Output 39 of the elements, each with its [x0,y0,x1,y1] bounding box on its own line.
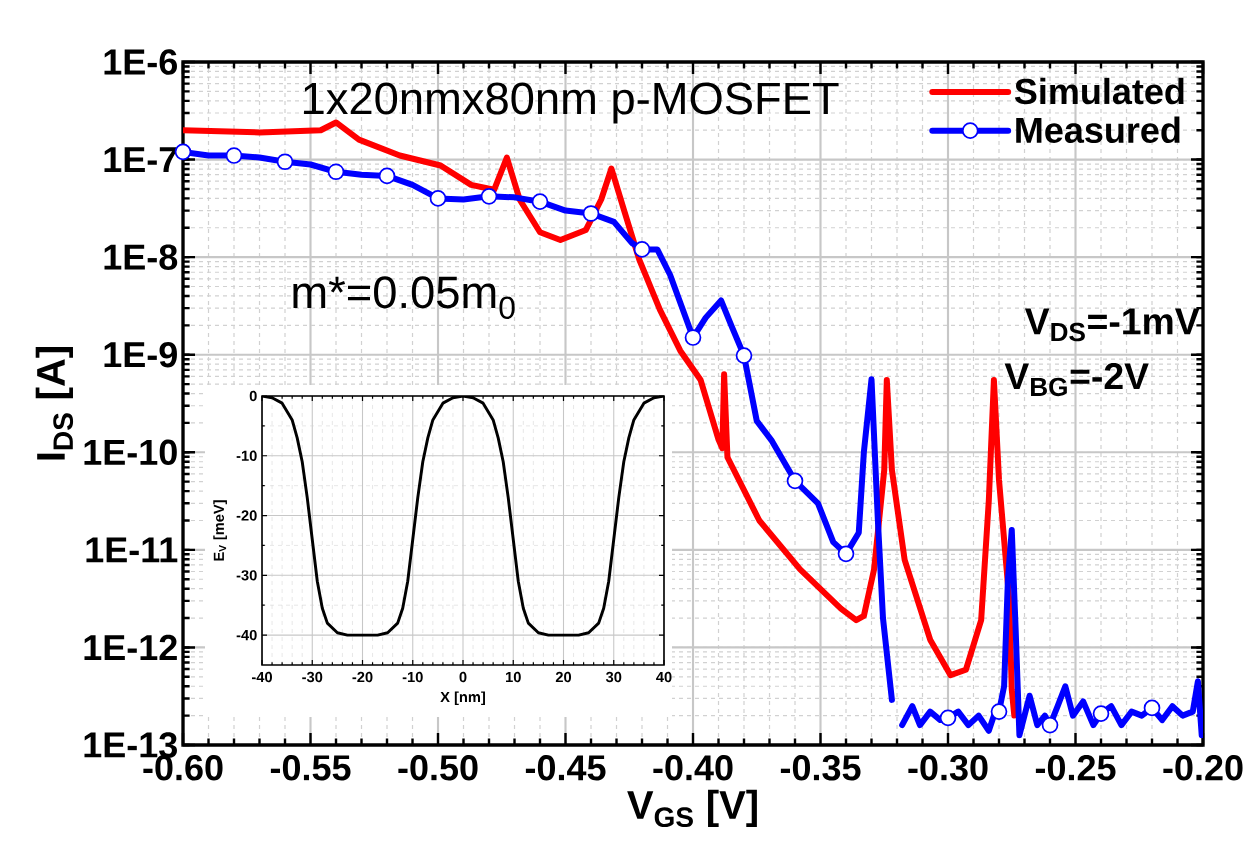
y-axis-title: I$_{DS}$ [A] [35,347,74,460]
x-tick-label: 30 [605,671,622,683]
y-tick-label: -10 [236,450,257,461]
y-tick-label: -20 [236,510,257,521]
y-tick-label: 0 [249,390,257,402]
y-tick-label: 1E-9 [104,341,177,368]
x-tick-label: -0.20 [1163,755,1243,781]
x-tick-label: -0.45 [525,755,606,781]
x-axis-title: X [nm] [440,691,485,706]
x-axis-title: V$_{GS}$ [V] [627,789,757,828]
x-tick-label: -40 [251,671,272,683]
y-tick-label: 1E-10 [84,439,177,466]
y-tick-label: 1E-7 [104,147,177,172]
x-tick-label: -0.50 [398,755,478,781]
y-tick-label: 1E-11 [86,537,178,563]
x-tick-label: 40 [656,671,672,683]
y-axis-title: E$_{V}$ [meV] [213,500,227,561]
y-tick-label: 1E-6 [104,49,177,75]
y-tick-label: 1E-8 [104,244,178,270]
y-tick-label: -30 [236,570,257,581]
y-tick-label: -40 [236,629,257,641]
legend-label: Measured [1016,116,1180,144]
x-tick-label: 10 [506,671,521,683]
x-tick-label: -0.30 [908,755,988,781]
x-tick-label: 20 [555,671,572,683]
x-tick-label: -0.25 [1035,755,1116,781]
x-tick-label: -30 [302,671,323,683]
annotation: m*=0.05m$_{0}$ [293,276,515,319]
annotation: V$_{BG}$=-2V [1004,363,1149,397]
y-tick-label: 1E-12 [84,634,177,660]
x-tick-label: -20 [352,671,373,683]
annotation: V$_{DS}$=-1mV [1024,308,1200,342]
x-tick-label: -10 [402,671,423,683]
x-tick-label: -0.55 [270,755,351,781]
legend-label: Simulated [1014,77,1184,105]
x-tick-label: -0.35 [780,755,861,781]
x-tick-label: -0.40 [653,755,733,781]
annotation: 1x20nmx80nm p-MOSFET [304,82,839,124]
x-tick-label: 0 [459,671,467,683]
